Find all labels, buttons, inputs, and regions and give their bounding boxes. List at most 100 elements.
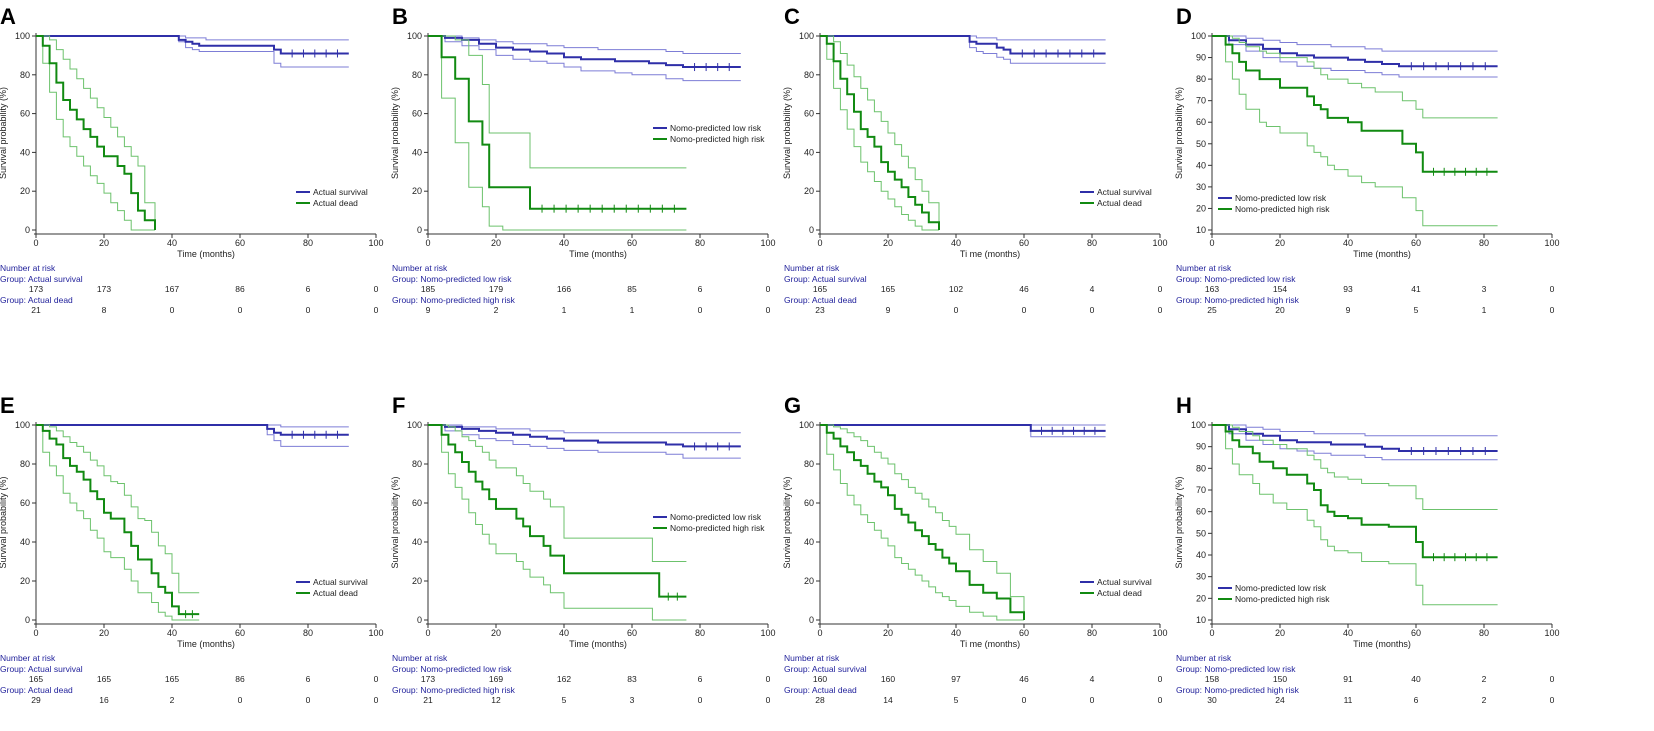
y-tick-label: 0 [809, 225, 814, 235]
y-tick-label: 60 [804, 498, 814, 508]
risk-table-value: 160 [881, 674, 895, 684]
y-tick-label: 20 [1196, 593, 1206, 603]
x-tick-label: 60 [235, 238, 245, 248]
y-tick-label: 30 [1196, 572, 1206, 582]
y-tick-label: 20 [412, 576, 422, 586]
ci-upper-line [36, 35, 349, 41]
y-tick-label: 10 [1196, 615, 1206, 625]
ci-upper-line [820, 424, 1025, 620]
risk-table-value: 0 [374, 695, 379, 705]
y-tick-label: 80 [20, 459, 30, 469]
x-tick-label: 40 [167, 238, 177, 248]
series-actual-survival [820, 35, 1106, 64]
x-tick-label: 0 [425, 238, 430, 248]
x-tick-label: 40 [559, 238, 569, 248]
y-tick-label: 40 [412, 147, 422, 157]
risk-table-value: 185 [421, 284, 435, 294]
x-tick-label: 100 [1544, 628, 1559, 638]
y-tick-label: 60 [1196, 507, 1206, 517]
ci-upper-line [1212, 35, 1498, 119]
y-tick-label: 60 [20, 109, 30, 119]
x-tick-label: 40 [559, 628, 569, 638]
risk-table-value: 28 [815, 695, 825, 705]
ci-lower-line [428, 424, 741, 459]
risk-table-value: 0 [1022, 305, 1027, 315]
ci-lower-line [1212, 424, 1498, 461]
risk-table-value: 0 [374, 305, 379, 315]
y-axis-label: Survival probability (%) [390, 87, 400, 179]
x-axis-label: Time (months) [1353, 249, 1411, 259]
x-tick-label: 0 [817, 628, 822, 638]
ci-lower-line [36, 35, 349, 68]
ci-lower-line [1212, 424, 1498, 606]
ci-lower-line [36, 424, 200, 621]
x-axis-label: Time (months) [569, 639, 627, 649]
series-nomo-predicted-high-risk [1212, 424, 1498, 606]
x-tick-label: 40 [1343, 238, 1353, 248]
x-tick-label: 60 [627, 238, 637, 248]
y-tick-label: 100 [1191, 420, 1206, 430]
risk-table-value: 0 [1158, 284, 1163, 294]
risk-table-value: 0 [698, 695, 703, 705]
y-tick-label: 60 [1196, 117, 1206, 127]
ci-upper-line [820, 35, 1106, 41]
panel-label: F [392, 393, 405, 418]
ci-upper-line [36, 35, 156, 230]
series-actual-survival [36, 35, 349, 68]
x-tick-label: 20 [99, 238, 109, 248]
risk-table-value: 165 [165, 674, 179, 684]
risk-table-group-label: Group: Nomo-predicted low risk [392, 274, 512, 284]
panel-label: B [392, 4, 408, 29]
risk-table-value: 0 [374, 284, 379, 294]
risk-table-value: 0 [1550, 284, 1555, 294]
risk-table-value: 166 [557, 284, 571, 294]
y-tick-label: 0 [25, 615, 30, 625]
y-tick-label: 80 [1196, 74, 1206, 84]
y-tick-label: 80 [1196, 463, 1206, 473]
ci-upper-line [1212, 424, 1498, 510]
y-tick-label: 0 [417, 615, 422, 625]
risk-table-value: 165 [881, 284, 895, 294]
x-tick-label: 80 [695, 628, 705, 638]
x-tick-label: 80 [1087, 628, 1097, 638]
risk-table-value: 0 [1158, 695, 1163, 705]
x-tick-label: 60 [1019, 628, 1029, 638]
y-tick-label: 40 [20, 147, 30, 157]
risk-table-value: 11 [1344, 695, 1353, 705]
y-tick-label: 70 [1196, 96, 1206, 106]
x-tick-label: 0 [1209, 238, 1214, 248]
risk-table-value: 2 [494, 305, 499, 315]
y-tick-label: 100 [407, 420, 422, 430]
x-tick-label: 100 [368, 628, 383, 638]
panel-label: G [784, 393, 801, 418]
ci-upper-line [428, 35, 741, 54]
survival-curve [820, 424, 1106, 432]
risk-table-value: 0 [766, 674, 771, 684]
risk-table-group-label: Group: Actual survival [0, 664, 83, 674]
legend-label: Actual dead [1097, 588, 1142, 598]
x-tick-label: 0 [1209, 628, 1214, 638]
y-tick-label: 100 [407, 31, 422, 41]
risk-table-value: 46 [1019, 674, 1029, 684]
panel-label: H [1176, 393, 1192, 418]
x-tick-label: 20 [883, 628, 893, 638]
series-actual-survival [820, 424, 1106, 438]
risk-table-value: 16 [99, 695, 109, 705]
risk-table-value: 160 [813, 674, 827, 684]
legend-label: Actual survival [313, 577, 368, 587]
y-tick-label: 40 [804, 147, 814, 157]
x-tick-label: 20 [491, 628, 501, 638]
risk-table-value: 0 [954, 305, 959, 315]
risk-table-group-label: Group: Actual dead [0, 295, 73, 305]
x-tick-label: 60 [1411, 238, 1421, 248]
risk-table-value: 91 [1343, 674, 1353, 684]
x-tick-label: 80 [695, 238, 705, 248]
ci-lower-line [1212, 35, 1498, 227]
y-tick-label: 20 [804, 186, 814, 196]
y-tick-label: 70 [1196, 485, 1206, 495]
y-tick-label: 100 [799, 31, 814, 41]
x-axis-label: Ti me (months) [960, 639, 1020, 649]
